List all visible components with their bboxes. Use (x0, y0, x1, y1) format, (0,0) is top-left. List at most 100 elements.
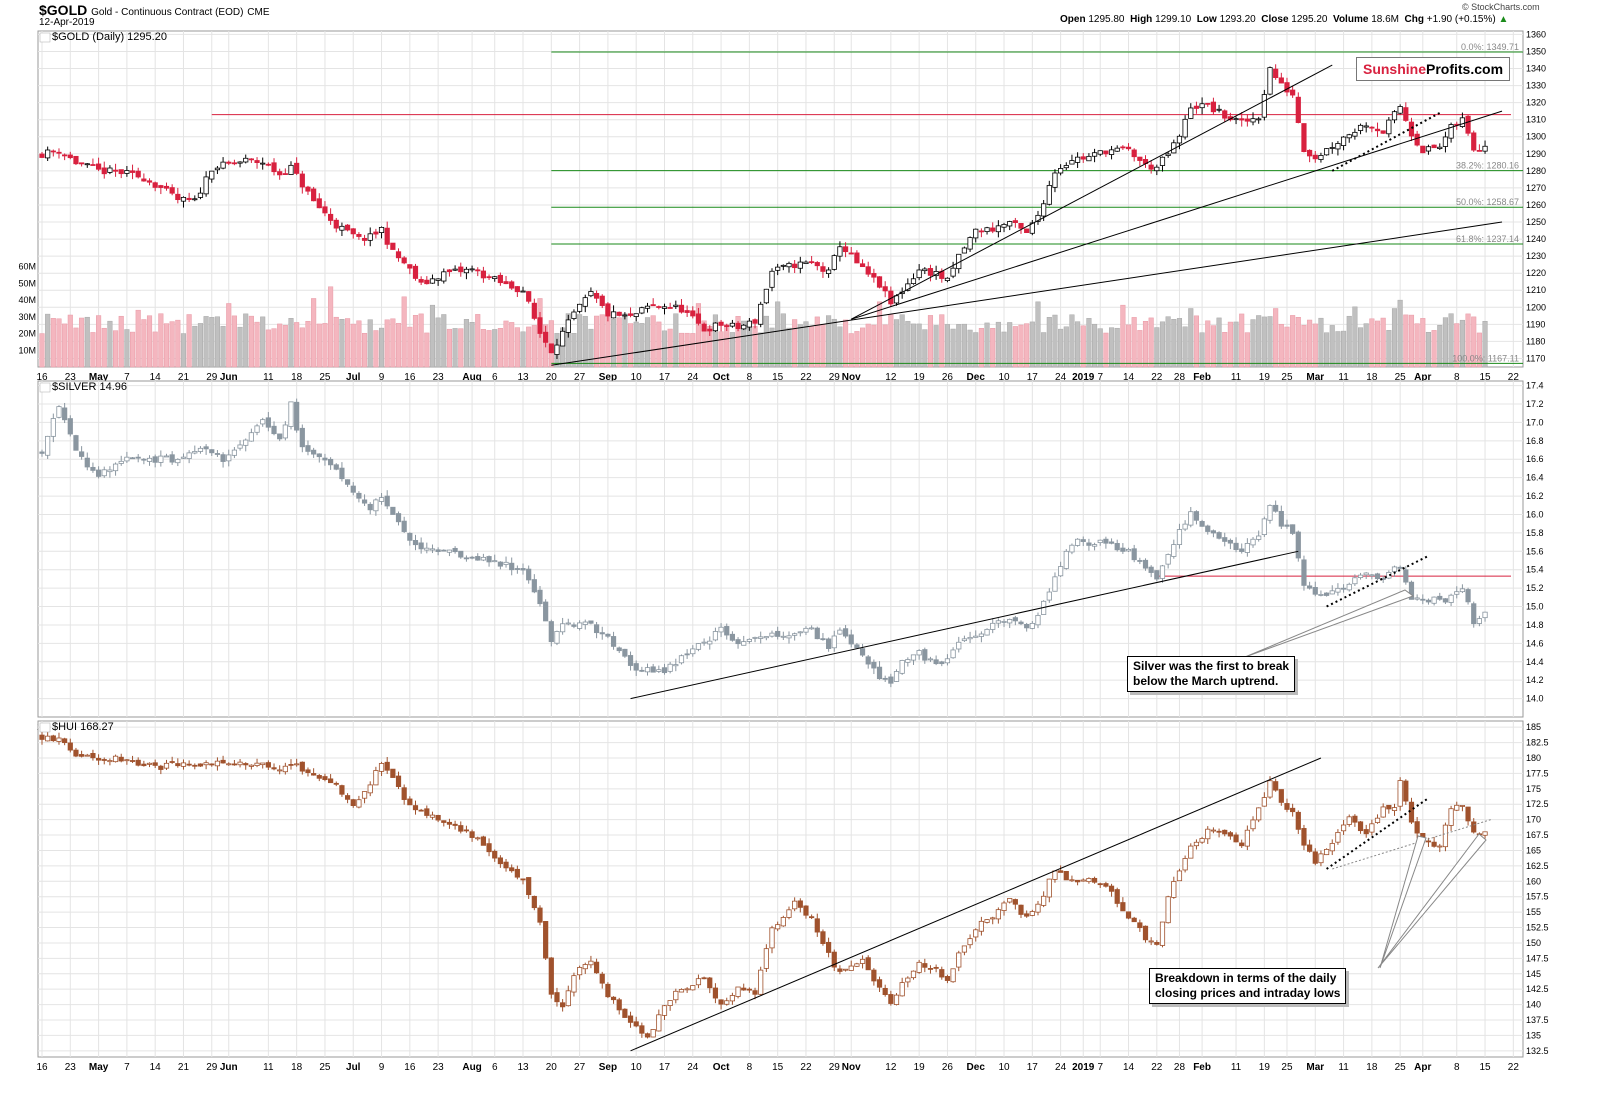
silver-candle-193 (1131, 548, 1137, 561)
volume-bar-209 (1222, 332, 1228, 368)
gold-candle-209 (1222, 110, 1228, 119)
hui-candle-43 (282, 765, 288, 773)
hui-candle-227 (1323, 849, 1330, 856)
hui-xtick-label-10: 25 (319, 1062, 331, 1073)
gold-candle-21 (158, 185, 164, 188)
volume-bar-185 (1086, 318, 1092, 368)
gold-candle-236 (1374, 128, 1381, 132)
hui-candle-151 (893, 994, 900, 1005)
gold-candle-180 (1058, 168, 1064, 174)
volume-bar-15 (124, 329, 130, 368)
gold-candle-252 (1465, 115, 1471, 134)
hui-candle-2 (50, 735, 56, 742)
hui-candle-205 (1199, 838, 1205, 843)
silver-candle-79 (486, 556, 492, 563)
silver-candle-195 (1142, 559, 1149, 569)
hui-xtick-label-37: 2019 (1072, 1062, 1095, 1073)
silver-candle-239 (1391, 566, 1398, 572)
gold-candle-48 (311, 188, 317, 202)
silver-candle-215 (1256, 535, 1262, 540)
gold-candle-216 (1261, 94, 1267, 118)
silver-candle-53 (339, 467, 345, 480)
hui-candle-55 (350, 799, 356, 806)
hui-candle-50 (322, 776, 328, 781)
gold-candle-120 (718, 321, 724, 326)
silver-candle-214 (1250, 538, 1256, 546)
gold-candle-36 (243, 157, 249, 163)
volume-bar-250 (1454, 323, 1460, 368)
hui-xtick-label-24: Oct (713, 1062, 730, 1073)
hui-ytick-label-12: 162.5 (1526, 861, 1549, 871)
silver-candle-90 (548, 621, 554, 643)
gold-candle-173 (1018, 222, 1024, 229)
gold-candle-222 (1295, 96, 1301, 123)
silver-candle-180 (1058, 566, 1064, 577)
hui-candle-65 (407, 798, 413, 806)
gold-xtick-label-0: 16 (36, 372, 48, 383)
volume-bar-142 (843, 319, 849, 368)
hui-candle-183 (1074, 879, 1081, 883)
silver-candle-27 (192, 451, 198, 454)
hui-candle-156 (922, 963, 928, 968)
hui-candle-210 (1227, 832, 1233, 837)
volume-bar-101 (611, 319, 617, 368)
volume-bar-38 (254, 321, 260, 368)
hui-candle-52 (333, 782, 339, 785)
hui-candle-149 (882, 987, 888, 996)
silver-candle-139 (826, 638, 832, 649)
gold-candle-167 (984, 227, 990, 233)
volume-bar-157 (927, 315, 934, 368)
silver-candle-245 (1425, 599, 1432, 603)
hui-candle-226 (1318, 853, 1324, 864)
gold-ytick-label-4: 1210 (1526, 285, 1546, 295)
gold-candle-83 (509, 281, 515, 289)
gold-xtick-label-13: 16 (404, 372, 416, 383)
hui-candle-114 (684, 988, 690, 991)
volume-label: Volume (1333, 14, 1369, 25)
gold-candle-29 (203, 176, 209, 195)
silver-candle-71 (441, 549, 447, 552)
silver-ytick-label-13: 16.6 (1526, 454, 1544, 464)
annotation-silver-line1: Silver was the first to break (1133, 659, 1290, 673)
hui-candle-208 (1216, 830, 1222, 833)
hui-candle-128 (763, 948, 769, 969)
silver-candle-254 (1476, 618, 1482, 624)
gold-candle-6 (73, 155, 79, 165)
volume-ytick-label-0: 10M (18, 345, 36, 355)
volume-bar-240 (1397, 299, 1403, 368)
silver-ytick-label-17: 17.4 (1526, 381, 1544, 391)
hui-candle-38 (254, 762, 260, 766)
hui-candle-86 (526, 877, 532, 896)
silver-candle-32 (220, 454, 226, 462)
gold-candle-47 (305, 186, 311, 192)
silver-candle-166 (978, 633, 984, 637)
hui-callout-arrow-2 (1377, 833, 1487, 969)
gold-candle-112 (673, 304, 679, 307)
gold-candle-122 (729, 322, 735, 327)
silver-candle-72 (446, 549, 453, 553)
volume-bar-164 (967, 329, 973, 368)
silver-candle-49 (316, 453, 322, 458)
hui-candle-246 (1431, 841, 1437, 847)
volume-bar-187 (1097, 328, 1103, 368)
silver-candle-202 (1182, 523, 1188, 530)
gold-ytick-label-0: 1170 (1526, 353, 1545, 363)
volume-bar-171 (1007, 322, 1013, 368)
silver-candle-1 (45, 435, 51, 456)
volume-bar-114 (684, 332, 690, 368)
hui-candle-199 (1165, 896, 1171, 924)
silver-candle-110 (661, 667, 668, 674)
silver-candle-13 (112, 463, 119, 472)
gold-candle-55 (350, 228, 356, 235)
hui-candle-177 (1041, 895, 1047, 906)
silver-candle-227 (1323, 592, 1330, 596)
gold-candle-74 (458, 266, 464, 273)
hui-candle-79 (486, 843, 492, 853)
gold-candle-41 (271, 162, 277, 173)
gold-candle-69 (429, 278, 436, 284)
hui-ytick-label-13: 165 (1526, 845, 1541, 855)
silver-candle-169 (995, 620, 1001, 624)
gold-candle-130 (775, 266, 781, 271)
volume-bar-224 (1307, 319, 1313, 368)
volume-bar-50 (322, 323, 328, 368)
